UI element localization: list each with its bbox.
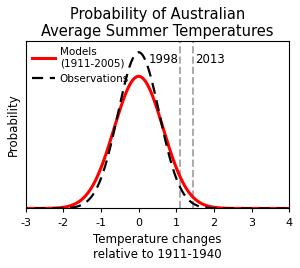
Legend: Models
(1911-2005), Observations: Models (1911-2005), Observations <box>31 46 130 85</box>
Models
(1911-2005) <box>123 94 127 97</box>
Models
(1911-2005) <box>21 207 24 210</box>
Models
(1911-2005) <box>257 207 261 210</box>
Observations <box>123 81 127 84</box>
Models
(1911-2005) <box>136 75 139 78</box>
Title: Probability of Australian
Average Summer Temperatures: Probability of Australian Average Summer… <box>41 7 274 39</box>
Models
(1911-2005) <box>137 75 140 78</box>
Line: Models
(1911-2005): Models (1911-2005) <box>0 76 300 209</box>
Text: 2013: 2013 <box>195 53 225 66</box>
Text: 1998: 1998 <box>148 53 178 66</box>
Observations <box>137 51 140 54</box>
Observations <box>136 51 139 54</box>
Models
(1911-2005) <box>251 207 255 210</box>
Y-axis label: Probability: Probability <box>7 93 20 156</box>
Observations <box>219 207 223 210</box>
X-axis label: Temperature changes
relative to 1911-1940: Temperature changes relative to 1911-194… <box>93 233 222 261</box>
Line: Observations: Observations <box>0 52 300 209</box>
Observations <box>257 207 261 210</box>
Observations <box>251 207 255 210</box>
Observations <box>21 207 24 210</box>
Models
(1911-2005) <box>219 206 223 210</box>
